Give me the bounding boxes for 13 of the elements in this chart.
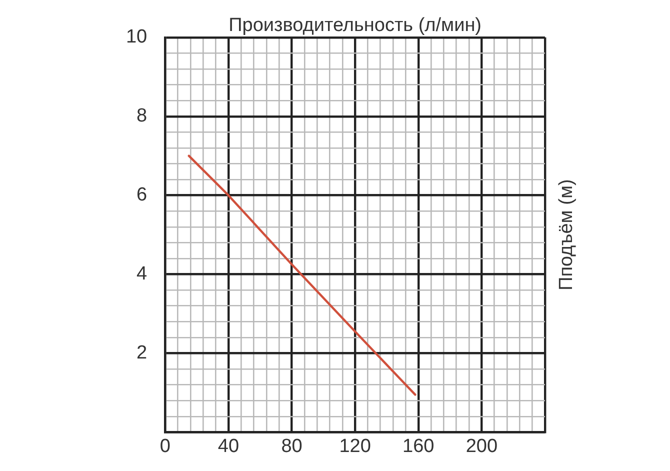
- y-tick-label: 8: [136, 106, 148, 127]
- x-tick-label: 0: [160, 436, 170, 457]
- y-tick-label: 10: [126, 26, 148, 48]
- x-tick-label: 120: [339, 436, 371, 457]
- y-tick-label: 4: [136, 264, 148, 285]
- y-tick-label: 2: [136, 342, 148, 364]
- x-tick-label: 200: [466, 436, 498, 457]
- x-tick-label: 80: [281, 436, 302, 457]
- y-tick-label: 6: [136, 184, 148, 206]
- y-axis-title: Пподъём (м): [556, 179, 578, 290]
- x-tick-label: 160: [402, 436, 434, 457]
- x-axis-title: Производительность (л/мин): [228, 15, 482, 36]
- x-tick-label: 40: [218, 436, 240, 457]
